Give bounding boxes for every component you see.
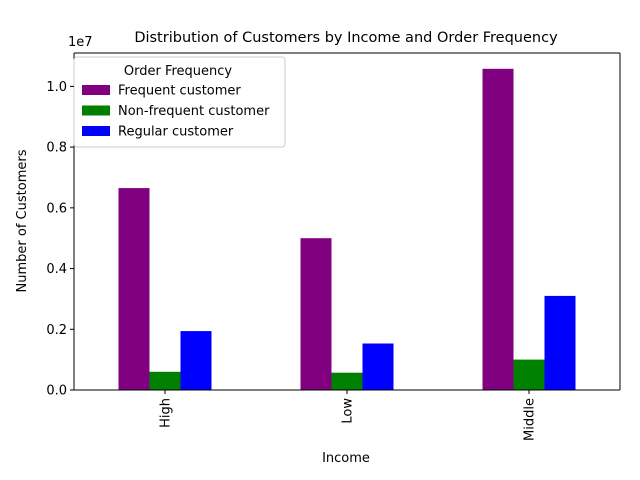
bar-middle-3 bbox=[544, 295, 576, 390]
bar-middle-2 bbox=[513, 359, 545, 390]
y-tick-label: 0.2 bbox=[46, 323, 67, 338]
bar-low-2 bbox=[331, 372, 363, 390]
x-axis-label: Income bbox=[322, 451, 370, 466]
y-tick-label: 0.6 bbox=[46, 201, 67, 216]
y-tick-label: 1.0 bbox=[46, 80, 67, 95]
y-tick-label: 0.8 bbox=[46, 141, 67, 156]
bar-high-3 bbox=[180, 331, 212, 390]
x-tick-label: Low bbox=[341, 398, 356, 424]
x-tick-label: Middle bbox=[523, 398, 538, 441]
bar-low-1 bbox=[300, 238, 332, 390]
bar-middle-1 bbox=[482, 68, 514, 391]
bar-low-3 bbox=[362, 343, 394, 390]
legend-entry: Frequent customer bbox=[118, 84, 241, 99]
legend-title: Order Frequency bbox=[124, 64, 233, 79]
legend-swatch bbox=[82, 105, 110, 116]
plot-area bbox=[73, 52, 621, 391]
x-tick-label: High bbox=[159, 398, 174, 428]
y-axis-label: Number of Customers bbox=[15, 149, 30, 292]
legend-entry: Non-frequent customer bbox=[118, 104, 270, 119]
y-offset-label: 1e7 bbox=[68, 35, 93, 50]
legend-swatch bbox=[82, 126, 110, 136]
legend-frame bbox=[73, 56, 286, 148]
chart-title: Distribution of Customers by Income and … bbox=[134, 30, 558, 46]
bar-high-2 bbox=[149, 371, 181, 390]
legend: Order Frequency Frequent customer Non-fre… bbox=[73, 56, 286, 148]
legend-swatch bbox=[82, 85, 110, 95]
bar-high-1 bbox=[118, 188, 150, 390]
y-tick-label: 0.0 bbox=[46, 384, 67, 399]
y-tick-label: 0.4 bbox=[46, 262, 67, 277]
legend-entry: Regular customer bbox=[118, 125, 234, 140]
